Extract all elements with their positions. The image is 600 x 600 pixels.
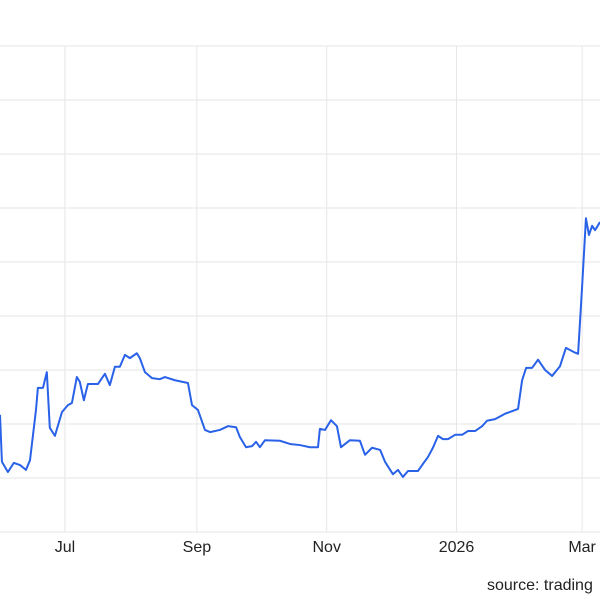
price-line — [0, 217, 600, 478]
source-note: source: trading — [487, 577, 593, 594]
x-tick-label: 2026 — [439, 539, 475, 556]
x-tick-label: Mar — [568, 539, 596, 556]
x-tick-label: Jul — [55, 539, 75, 556]
x-tick-label: Sep — [183, 539, 212, 556]
x-tick-label: Nov — [312, 539, 340, 556]
